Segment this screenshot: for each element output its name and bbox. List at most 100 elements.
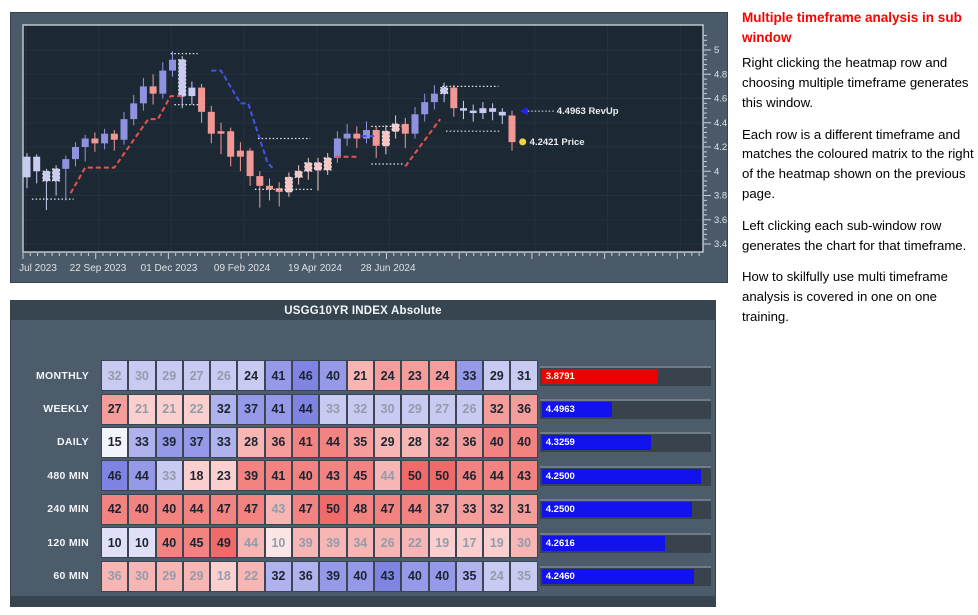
- heatmap-cell[interactable]: 22: [183, 394, 210, 424]
- heatmap-cell[interactable]: 40: [484, 427, 510, 457]
- heatmap-cell[interactable]: 33: [211, 427, 237, 457]
- heatmap-cell[interactable]: 17: [456, 528, 483, 558]
- heatmap-cell[interactable]: 43: [511, 461, 537, 491]
- heatmap-cell[interactable]: 29: [374, 427, 401, 457]
- heatmap-cell[interactable]: 44: [129, 461, 155, 491]
- heatmap-cell[interactable]: 48: [347, 494, 373, 524]
- heatmap-cell[interactable]: 33: [156, 461, 182, 491]
- heatmap-cell[interactable]: 37: [183, 427, 210, 457]
- heatmap-cell[interactable]: 28: [238, 427, 264, 457]
- heatmap-cell[interactable]: 39: [293, 528, 319, 558]
- heatmap-cell[interactable]: 37: [238, 394, 264, 424]
- heatmap-cell[interactable]: 26: [211, 361, 237, 391]
- heatmap-cell[interactable]: 47: [238, 494, 264, 524]
- heatmap-cell[interactable]: 15: [102, 427, 128, 457]
- heatmap-cell[interactable]: 40: [156, 528, 182, 558]
- candlestick-chart[interactable]: Jul 2023 22 Sep 2023 01 Dec 2023 09 Feb 202…: [11, 13, 727, 282]
- heatmap-cell[interactable]: 46: [456, 461, 483, 491]
- heatmap-cell[interactable]: 36: [511, 394, 537, 424]
- heatmap-cell[interactable]: 39: [320, 528, 346, 558]
- heatmap-cell[interactable]: 24: [238, 361, 264, 391]
- heatmap-cell[interactable]: 39: [320, 561, 346, 591]
- heatmap-cell[interactable]: 44: [238, 528, 264, 558]
- heatmap-cell[interactable]: 33: [320, 394, 346, 424]
- heatmap-cell[interactable]: 33: [456, 494, 483, 524]
- heatmap-cell[interactable]: 36: [265, 427, 292, 457]
- heatmap-cell[interactable]: 40: [511, 427, 537, 457]
- heatmap-cell[interactable]: 40: [402, 561, 428, 591]
- heatmap-cell[interactable]: 47: [211, 494, 237, 524]
- heatmap-cell[interactable]: 18: [183, 461, 210, 491]
- heatmap-cell[interactable]: 32: [347, 394, 373, 424]
- heatmap-cell[interactable]: 43: [320, 461, 346, 491]
- heatmap-cell[interactable]: 42: [102, 494, 128, 524]
- heatmap-cell[interactable]: 36: [102, 561, 128, 591]
- heatmap-cell[interactable]: 32: [265, 561, 292, 591]
- heatmap-row-120-min[interactable]: 120 MIN 10 10 40 45 49 44 10 39 39 34 26 22 19 17 19 30 4…: [11, 526, 715, 559]
- heatmap-cell[interactable]: 45: [347, 461, 373, 491]
- heatmap-cell[interactable]: 29: [183, 561, 210, 591]
- heatmap-cell[interactable]: 30: [129, 361, 155, 391]
- heatmap-cell[interactable]: 49: [211, 528, 237, 558]
- heatmap-cell[interactable]: 21: [156, 394, 182, 424]
- heatmap-cell[interactable]: 31: [511, 494, 537, 524]
- heatmap-cell[interactable]: 32: [484, 494, 510, 524]
- heatmap-row-monthly[interactable]: MONTHLY 32 30 29 27 26 24 41 46 40 21 24 23 24 33 29 31 3…: [11, 359, 715, 392]
- heatmap-cell[interactable]: 39: [238, 461, 264, 491]
- heatmap-cell[interactable]: 35: [511, 561, 537, 591]
- heatmap-cell[interactable]: 24: [484, 561, 510, 591]
- heatmap-cell[interactable]: 27: [183, 361, 210, 391]
- heatmap-cell[interactable]: 40: [293, 461, 319, 491]
- heatmap-cell[interactable]: 26: [374, 528, 401, 558]
- heatmap-cell[interactable]: 44: [484, 461, 510, 491]
- heatmap-cell[interactable]: 41: [265, 461, 292, 491]
- heatmap-cell[interactable]: 40: [129, 494, 155, 524]
- heatmap-cell[interactable]: 40: [347, 561, 373, 591]
- heatmap-cell[interactable]: 41: [265, 361, 292, 391]
- heatmap-cell[interactable]: 36: [293, 561, 319, 591]
- heatmap-cell[interactable]: 40: [320, 361, 346, 391]
- heatmap-cell[interactable]: 29: [156, 361, 182, 391]
- heatmap-cell[interactable]: 23: [402, 361, 428, 391]
- heatmap-cell[interactable]: 45: [183, 528, 210, 558]
- heatmap-row-weekly[interactable]: WEEKLY 27 21 21 22 32 37 41 44 33 32 30 29 27 26 32 36 4.…: [11, 392, 715, 425]
- heatmap-cell[interactable]: 43: [374, 561, 401, 591]
- heatmap-cell[interactable]: 27: [102, 394, 128, 424]
- heatmap-cell[interactable]: 10: [102, 528, 128, 558]
- heatmap-cell[interactable]: 37: [429, 494, 455, 524]
- heatmap-cell[interactable]: 47: [293, 494, 319, 524]
- heatmap-cell[interactable]: 44: [374, 461, 401, 491]
- heatmap-row-daily[interactable]: DAILY 15 33 39 37 33 28 36 41 44 35 29 28 32 36 40 40 4.3…: [11, 426, 715, 459]
- heatmap-cell[interactable]: 50: [320, 494, 346, 524]
- heatmap-cell[interactable]: 29: [484, 361, 510, 391]
- heatmap-cell[interactable]: 44: [320, 427, 346, 457]
- heatmap-cell[interactable]: 31: [511, 361, 537, 391]
- heatmap-cell[interactable]: 41: [265, 394, 292, 424]
- heatmap-cell[interactable]: 24: [374, 361, 401, 391]
- heatmap-cell[interactable]: 32: [484, 394, 510, 424]
- heatmap-cell[interactable]: 47: [374, 494, 401, 524]
- heatmap-row-240-min[interactable]: 240 MIN 42 40 40 44 47 47 43 47 50 48 47 44 37 33 32 31 4…: [11, 493, 715, 526]
- heatmap-cell[interactable]: 19: [484, 528, 510, 558]
- heatmap-cell[interactable]: 30: [129, 561, 155, 591]
- heatmap-cell[interactable]: 21: [129, 394, 155, 424]
- heatmap-cell[interactable]: 10: [265, 528, 292, 558]
- heatmap-cell[interactable]: 23: [211, 461, 237, 491]
- heatmap-cell[interactable]: 46: [102, 461, 128, 491]
- heatmap-cell[interactable]: 50: [402, 461, 428, 491]
- heatmap-cell[interactable]: 32: [102, 361, 128, 391]
- heatmap-cell[interactable]: 35: [347, 427, 373, 457]
- heatmap-cell[interactable]: 43: [265, 494, 292, 524]
- heatmap-cell[interactable]: 30: [511, 528, 537, 558]
- heatmap-cell[interactable]: 27: [429, 394, 455, 424]
- heatmap-cell[interactable]: 19: [429, 528, 455, 558]
- heatmap-cell[interactable]: 21: [347, 361, 373, 391]
- heatmap-cell[interactable]: 28: [402, 427, 428, 457]
- heatmap-cell[interactable]: 22: [238, 561, 264, 591]
- heatmap-cell[interactable]: 33: [456, 361, 483, 391]
- heatmap-cell[interactable]: 30: [374, 394, 401, 424]
- heatmap-cell[interactable]: 26: [456, 394, 483, 424]
- heatmap-cell[interactable]: 50: [429, 461, 455, 491]
- heatmap-cell[interactable]: 32: [429, 427, 455, 457]
- heatmap-cell[interactable]: 44: [183, 494, 210, 524]
